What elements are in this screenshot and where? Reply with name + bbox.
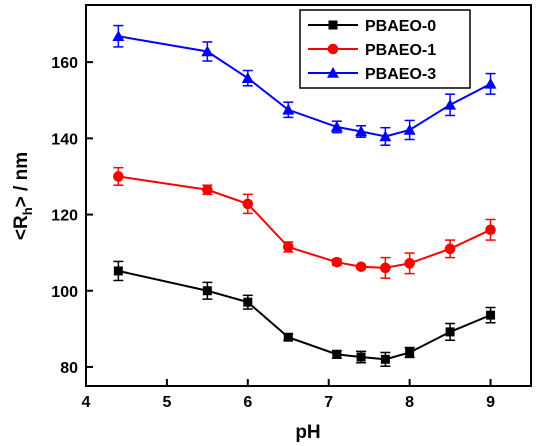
data-point: [355, 125, 368, 137]
data-point: [282, 103, 295, 115]
y-tick-label: 160: [51, 55, 78, 72]
data-point: [444, 98, 457, 110]
y-tick-label: 100: [51, 284, 78, 301]
data-point: [202, 184, 213, 196]
data-point: [380, 354, 390, 364]
x-tick-label: 7: [324, 394, 333, 411]
legend-box: [299, 9, 471, 89]
y-tick-label: 140: [51, 131, 78, 148]
x-tick-label: 8: [405, 394, 414, 411]
legend-marker: [328, 20, 338, 30]
data-point: [444, 243, 456, 255]
y-axis-title-subscript: h: [20, 207, 35, 215]
series-pbaeo-0: [113, 260, 496, 367]
x-tick-label: 9: [486, 394, 495, 411]
data-point: [201, 45, 214, 57]
x-axis-title: pH: [295, 422, 320, 443]
series-layer: [112, 24, 497, 367]
data-point: [379, 130, 392, 142]
y-tick-label: 120: [51, 208, 78, 225]
axis-ticks: [85, 61, 492, 386]
data-point: [112, 30, 125, 42]
y-tick-labels: 80 100 120 140 160: [51, 55, 78, 377]
data-point: [242, 198, 254, 210]
x-tick-label: 4: [82, 394, 91, 411]
data-point: [485, 224, 496, 236]
data-point: [331, 256, 343, 268]
data-point: [332, 349, 342, 359]
legend-label: PBAEO-3: [365, 66, 436, 83]
data-point: [113, 171, 124, 182]
data-point: [355, 261, 367, 273]
data-point: [202, 286, 212, 296]
series-line: [118, 175, 491, 269]
data-point: [243, 297, 253, 307]
y-axis-title-suffix: > / nm: [11, 152, 32, 207]
series-line: [118, 269, 491, 361]
series-pbaeo-1: [113, 166, 496, 279]
data-point: [380, 262, 391, 274]
legend-label: PBAEO-0: [365, 18, 436, 35]
x-tick-label: 6: [243, 394, 252, 411]
data-point: [330, 120, 343, 132]
data-point: [113, 266, 123, 276]
data-point: [404, 258, 415, 269]
series-pbaeo-3: [112, 24, 497, 146]
plot-frame: [85, 4, 532, 387]
series-line: [118, 35, 492, 138]
legend: PBAEO-0 PBAEO-1 PBAEO-3: [299, 9, 471, 89]
data-point: [486, 310, 496, 320]
data-point: [403, 123, 416, 135]
x-tick-label: 5: [162, 394, 171, 411]
data-point: [445, 327, 455, 337]
data-point: [282, 241, 294, 253]
y-axis-title-prefix: <R: [11, 215, 32, 240]
data-point: [356, 352, 366, 362]
data-point: [484, 77, 497, 89]
x-tick-labels: 4 5 6 7 8 9: [82, 394, 496, 411]
legend-marker: [327, 43, 339, 55]
legend-label: PBAEO-1: [365, 42, 436, 59]
data-point: [405, 347, 415, 357]
data-point: [241, 72, 254, 83]
data-point: [283, 332, 293, 342]
y-axis-title: <Rh> / nm: [11, 152, 35, 240]
y-tick-label: 80: [60, 360, 78, 377]
legend-marker: [327, 67, 339, 78]
